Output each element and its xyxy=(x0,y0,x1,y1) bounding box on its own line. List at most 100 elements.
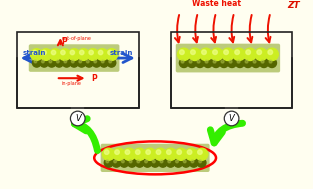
Circle shape xyxy=(120,158,129,167)
Text: P: P xyxy=(91,74,97,83)
Circle shape xyxy=(213,60,216,63)
Circle shape xyxy=(211,58,220,67)
Circle shape xyxy=(251,58,260,67)
Circle shape xyxy=(123,148,135,160)
Circle shape xyxy=(56,60,59,63)
Circle shape xyxy=(98,50,103,55)
Circle shape xyxy=(202,50,206,55)
Circle shape xyxy=(203,58,213,67)
Circle shape xyxy=(112,158,121,167)
Circle shape xyxy=(175,148,187,160)
Circle shape xyxy=(125,150,130,154)
Circle shape xyxy=(115,150,119,154)
Circle shape xyxy=(106,49,118,60)
Text: in-plane: in-plane xyxy=(62,81,82,86)
Circle shape xyxy=(235,58,244,67)
FancyBboxPatch shape xyxy=(29,44,120,72)
Circle shape xyxy=(244,58,253,67)
Text: P: P xyxy=(61,37,67,46)
Circle shape xyxy=(107,59,116,67)
Circle shape xyxy=(176,160,178,163)
Circle shape xyxy=(268,50,273,55)
Circle shape xyxy=(244,48,256,60)
Circle shape xyxy=(89,50,93,55)
Circle shape xyxy=(105,150,109,154)
Circle shape xyxy=(61,50,65,55)
Circle shape xyxy=(196,148,208,160)
Circle shape xyxy=(70,59,78,67)
Circle shape xyxy=(267,58,276,67)
Circle shape xyxy=(146,150,151,154)
Circle shape xyxy=(42,50,46,55)
Circle shape xyxy=(151,158,160,167)
Circle shape xyxy=(78,49,89,60)
Circle shape xyxy=(222,48,234,60)
Circle shape xyxy=(121,160,124,163)
Circle shape xyxy=(197,158,206,167)
Circle shape xyxy=(182,158,191,167)
Circle shape xyxy=(156,150,161,154)
Circle shape xyxy=(49,49,61,60)
Circle shape xyxy=(94,60,97,63)
Circle shape xyxy=(62,59,71,67)
Text: strain: strain xyxy=(110,50,133,56)
FancyBboxPatch shape xyxy=(101,144,210,172)
Circle shape xyxy=(129,160,132,163)
Circle shape xyxy=(213,50,218,55)
Circle shape xyxy=(51,50,56,55)
Circle shape xyxy=(160,160,163,163)
Circle shape xyxy=(189,158,198,167)
Text: Waste heat: Waste heat xyxy=(192,0,241,8)
Circle shape xyxy=(80,50,84,55)
Bar xyxy=(17,32,139,108)
Circle shape xyxy=(189,60,192,63)
Circle shape xyxy=(237,60,240,63)
Circle shape xyxy=(77,59,86,67)
Circle shape xyxy=(187,150,192,154)
Circle shape xyxy=(179,58,188,67)
Circle shape xyxy=(152,160,155,163)
Circle shape xyxy=(102,148,115,160)
Circle shape xyxy=(40,59,49,67)
Circle shape xyxy=(191,160,194,163)
Circle shape xyxy=(34,60,37,63)
Circle shape xyxy=(64,60,67,63)
Circle shape xyxy=(59,49,70,60)
Circle shape xyxy=(31,49,42,60)
Circle shape xyxy=(92,59,101,67)
Circle shape xyxy=(229,60,232,63)
Circle shape xyxy=(49,60,52,63)
Circle shape xyxy=(168,160,171,163)
Circle shape xyxy=(181,60,184,63)
Circle shape xyxy=(55,59,64,67)
Circle shape xyxy=(101,60,104,63)
Circle shape xyxy=(86,60,89,63)
Circle shape xyxy=(114,160,116,163)
Circle shape xyxy=(224,111,239,126)
Circle shape xyxy=(253,60,256,63)
Circle shape xyxy=(71,60,74,63)
Circle shape xyxy=(70,50,74,55)
Circle shape xyxy=(109,60,111,63)
Circle shape xyxy=(108,50,112,55)
Circle shape xyxy=(127,158,136,167)
Circle shape xyxy=(191,50,195,55)
Circle shape xyxy=(33,50,37,55)
FancyBboxPatch shape xyxy=(176,44,280,72)
Circle shape xyxy=(205,60,208,63)
Circle shape xyxy=(79,60,82,63)
Circle shape xyxy=(200,48,212,60)
Circle shape xyxy=(224,50,228,55)
Circle shape xyxy=(154,148,166,160)
Circle shape xyxy=(177,150,182,154)
Circle shape xyxy=(158,158,167,167)
Text: ZT: ZT xyxy=(287,2,300,10)
Circle shape xyxy=(166,158,175,167)
Circle shape xyxy=(68,49,80,60)
Circle shape xyxy=(246,50,250,55)
Circle shape xyxy=(261,60,264,63)
Circle shape xyxy=(187,58,197,67)
Circle shape xyxy=(228,58,236,67)
Circle shape xyxy=(143,158,152,167)
Circle shape xyxy=(113,148,125,160)
